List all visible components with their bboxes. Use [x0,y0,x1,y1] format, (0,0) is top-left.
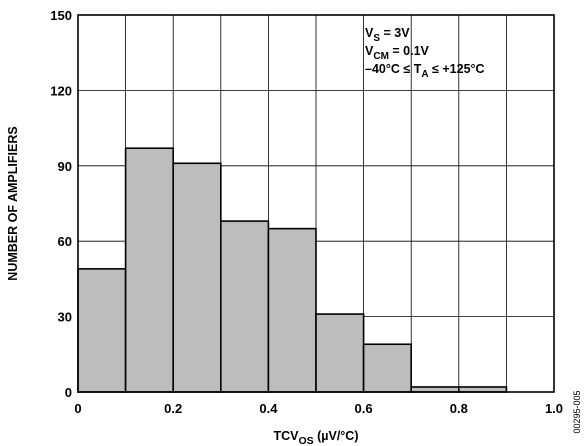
y-tick-label: 90 [58,159,72,174]
x-tick-label: 0.4 [259,401,278,416]
histogram-bar [172,162,222,393]
y-tick-label: 120 [50,83,72,98]
x-axis-title-main: TCV [273,429,299,443]
histogram-bar [77,268,127,393]
figure-id: 00295-005 [572,390,582,433]
x-axis-title-unit: (µV/°C) [314,429,359,443]
x-tick-label: 0.8 [450,401,468,416]
x-tick-labels: 0 0.2 0.4 0.6 0.8 1.0 [74,401,563,416]
histogram-bar [220,220,270,393]
x-tick-label: 0 [74,401,81,416]
histogram-bar [362,343,413,393]
y-tick-label: 30 [58,310,72,325]
histogram-bar [315,313,365,393]
x-axis-title: TCVOS (µV/°C) [273,429,358,446]
x-tick-label: 0.6 [355,401,373,416]
y-tick-label: 150 [50,8,72,23]
histogram-bar [267,227,317,393]
histogram-bar [124,147,174,393]
annotation-line: VS = 3V [365,26,410,44]
annotation-line: VCM = 0.1V [365,44,430,62]
x-tick-label: 0.2 [164,401,182,416]
plot-frame [77,14,555,393]
histogram-bars [77,147,508,393]
x-axis-title-subscript: OS [298,435,313,446]
y-tick-label: 0 [65,385,72,400]
y-axis-title: NUMBER OF AMPLIFIERS [6,126,20,280]
annotation-line: –40°C ≤ TA ≤ +125°C [365,62,485,80]
y-tick-labels: 0 30 60 90 120 150 [50,8,72,400]
y-tick-label: 60 [58,234,72,249]
x-tick-label: 1.0 [545,401,563,416]
